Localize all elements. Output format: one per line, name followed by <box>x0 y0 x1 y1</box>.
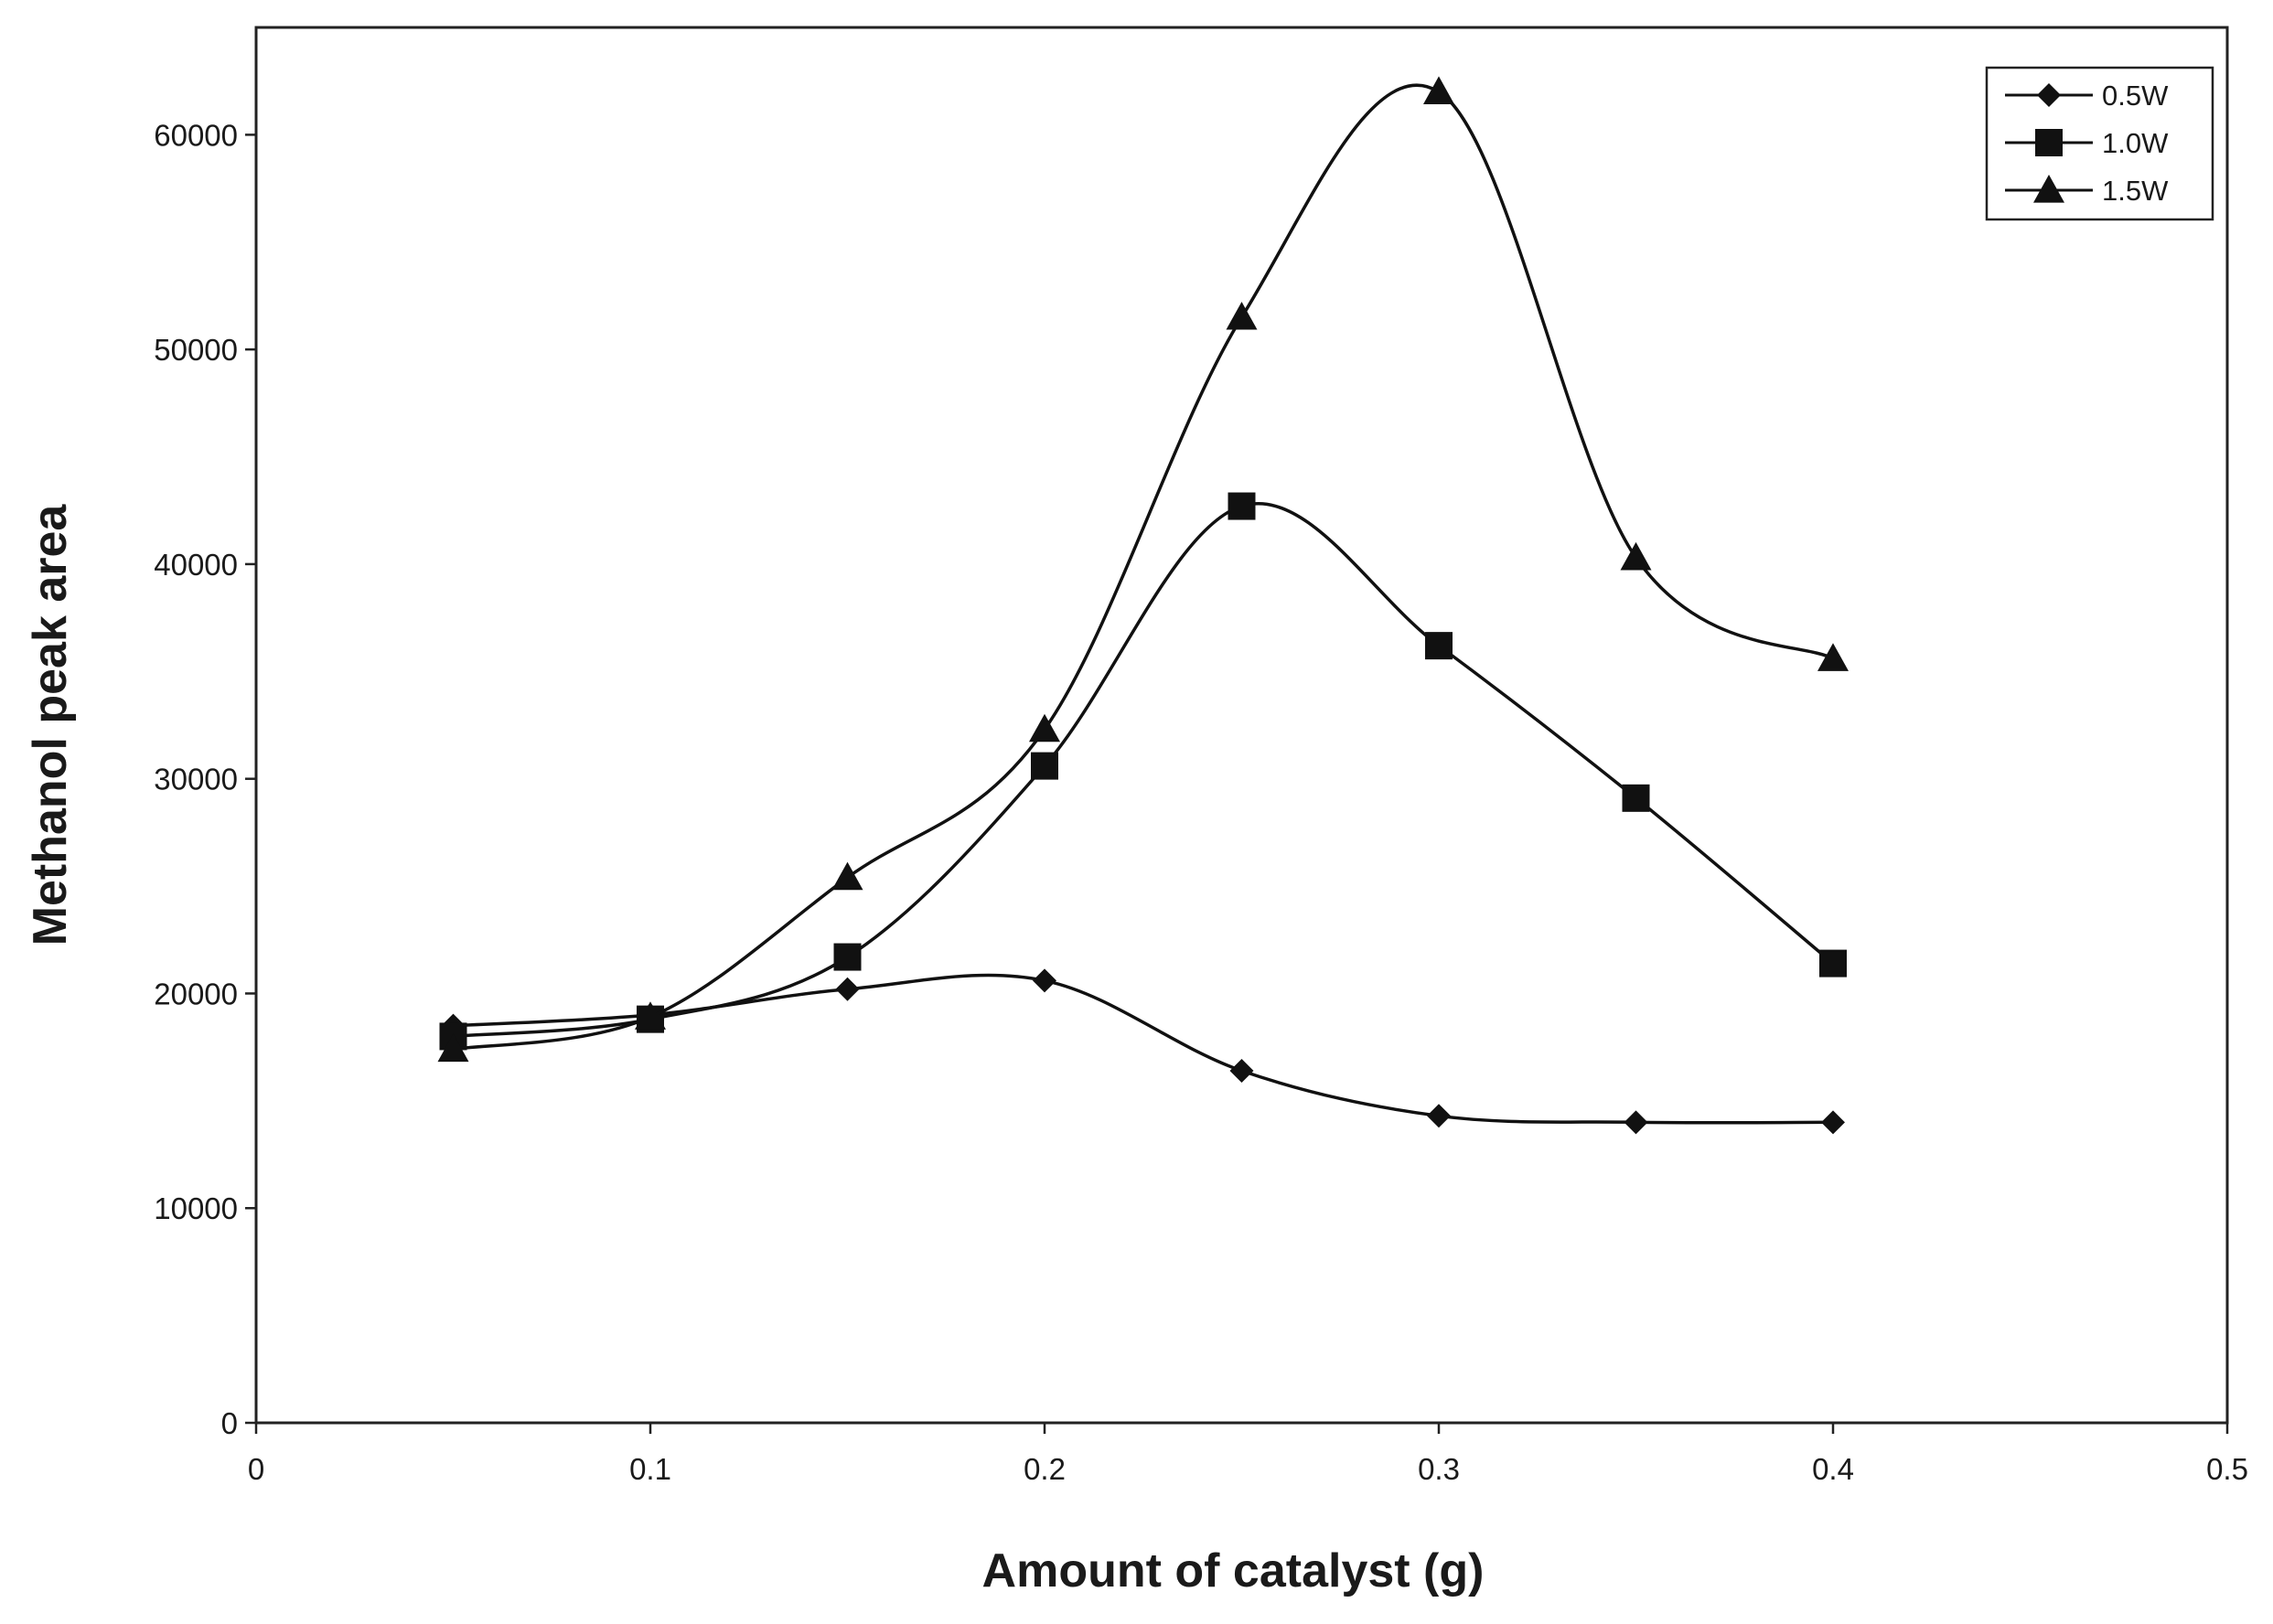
data-point-1-0w <box>1622 784 1650 812</box>
y-tick-label: 60000 <box>154 118 238 152</box>
plot-area-frame <box>254 26 2229 1425</box>
series-line-1-0w <box>453 502 1835 1039</box>
y-axis: 0 10000 20000 30000 40000 50000 60000 <box>154 118 256 1440</box>
x-axis: 0 0.1 0.2 0.3 0.4 0.5 <box>248 1423 2248 1486</box>
legend-marker-0-5w <box>2037 83 2061 107</box>
x-tick-label: 0.4 <box>1812 1452 1854 1486</box>
series-1-5w <box>437 76 1849 1063</box>
data-point-0-5w <box>1427 1104 1451 1128</box>
series-1-0w <box>439 492 1847 1051</box>
data-point-1-5w <box>1620 541 1652 571</box>
data-point-1-0w <box>1819 949 1847 978</box>
data-point-1-5w <box>437 1033 469 1063</box>
data-point-0-5w <box>1821 1110 1845 1135</box>
y-tick-label: 10000 <box>154 1191 238 1225</box>
data-point-1-0w <box>1228 492 1256 520</box>
legend: 0.5W 1.0W 1.5W <box>1985 66 2214 221</box>
series-line-1-5w <box>453 83 1834 1052</box>
data-point-0-5w <box>835 977 860 1001</box>
legend-label-0-5w: 0.5W <box>2102 80 2169 112</box>
x-tick-label: 0.1 <box>629 1452 671 1486</box>
data-point-0-5w <box>1624 1110 1648 1135</box>
data-point-1-0w <box>1425 632 1453 660</box>
data-point-1-5w <box>1029 713 1060 743</box>
legend-marker-1-0w <box>2035 129 2063 156</box>
y-axis-title: Methanol peak area <box>24 504 77 946</box>
legend-label-1-0w: 1.0W <box>2102 127 2169 159</box>
x-tick-label: 0 <box>248 1452 264 1486</box>
legend-marker-1-5w <box>2033 175 2064 203</box>
series-layer <box>437 76 1849 1135</box>
y-tick-label: 0 <box>221 1406 238 1440</box>
data-point-0-5w <box>1033 968 1056 993</box>
data-point-1-5w <box>1817 643 1849 671</box>
y-tick-label: 20000 <box>154 977 238 1010</box>
x-tick-label: 0.2 <box>1024 1452 1066 1486</box>
legend-label-1-5w: 1.5W <box>2102 175 2169 207</box>
x-tick-label: 0.5 <box>2206 1452 2248 1486</box>
data-point-1-0w <box>833 943 862 971</box>
data-point-0-5w <box>1229 1058 1254 1083</box>
y-tick-label: 30000 <box>154 763 238 796</box>
y-tick-label: 40000 <box>154 548 238 582</box>
data-point-1-5w <box>1226 301 1258 330</box>
series-line-0-5w <box>453 973 1834 1125</box>
x-tick-label: 0.3 <box>1418 1452 1460 1486</box>
data-point-1-0w <box>1031 752 1058 780</box>
data-point-1-5w <box>635 1001 666 1030</box>
x-axis-title: Amount of catalyst (g) <box>982 1544 1485 1597</box>
data-point-1-5w <box>831 861 863 891</box>
y-tick-label: 50000 <box>154 333 238 367</box>
data-point-1-5w <box>1423 76 1454 105</box>
